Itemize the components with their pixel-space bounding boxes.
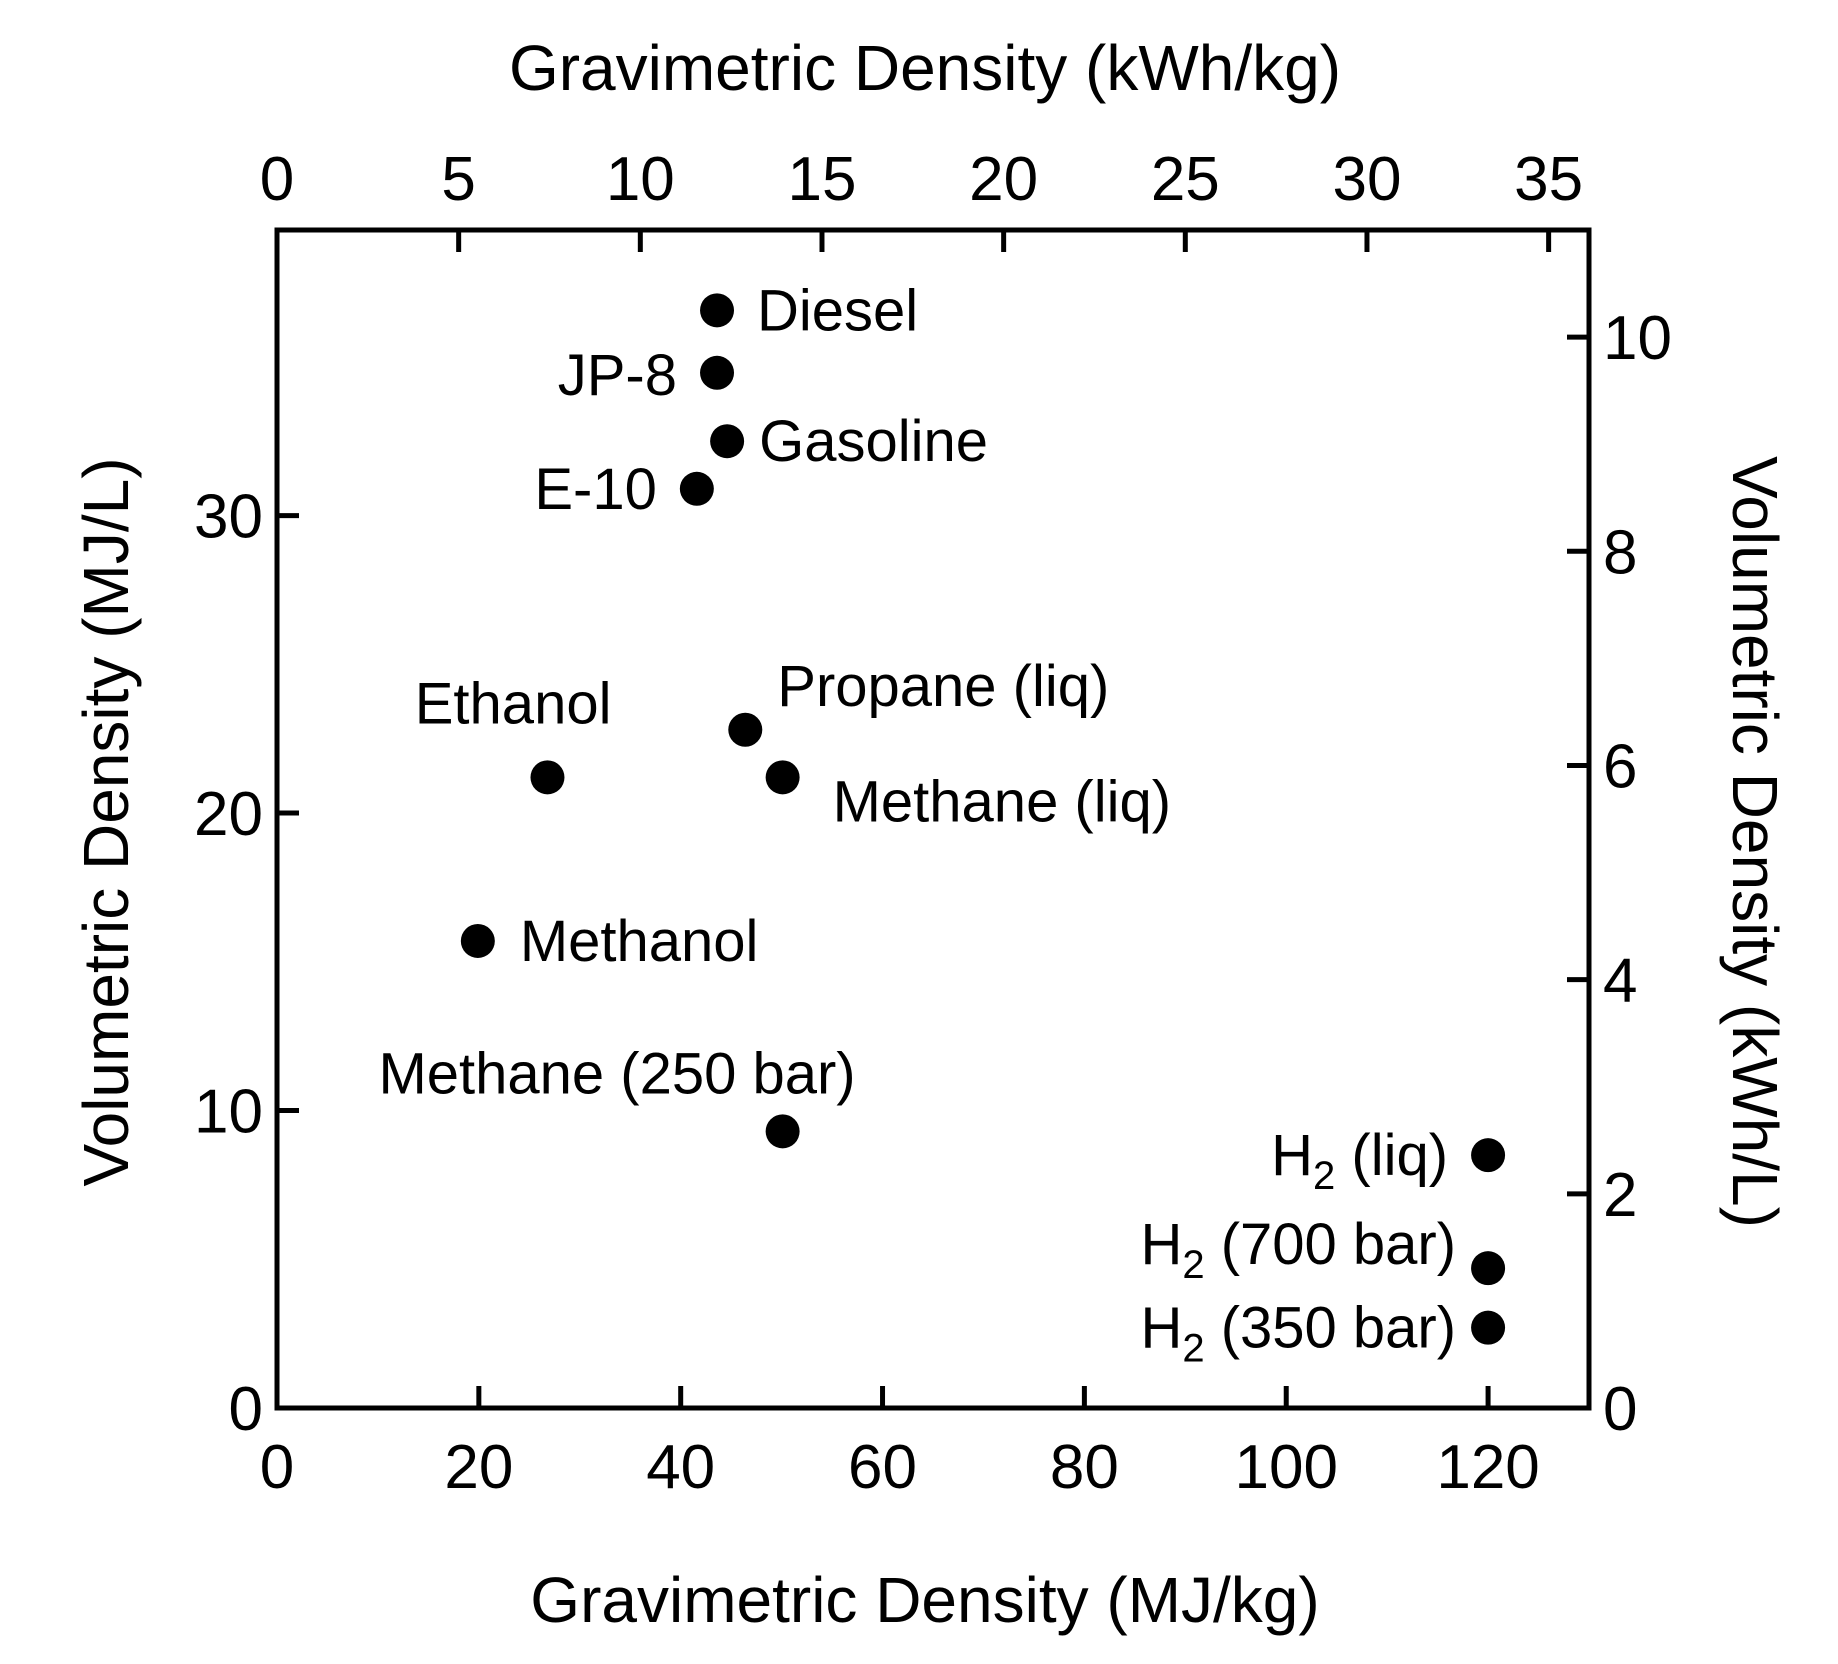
point-label-main: H <box>1140 1212 1182 1277</box>
y2-tick-label: 4 <box>1603 947 1637 1016</box>
y2-tick-label: 10 <box>1603 304 1672 373</box>
point-label-rest: (liq) <box>1335 1123 1448 1188</box>
point-label: Diesel <box>757 278 918 343</box>
data-point <box>728 712 763 747</box>
x2-tick-label: 10 <box>606 145 675 214</box>
x2-tick-label: 0 <box>260 145 294 214</box>
point-label: H2 (350 bar) <box>1140 1296 1456 1371</box>
point-label: JP-8 <box>558 343 677 408</box>
point-label-rest: (350 bar) <box>1205 1296 1456 1361</box>
data-point <box>710 424 745 459</box>
data-point <box>765 1114 800 1149</box>
data-point <box>700 293 735 328</box>
point-label: Propane (liq) <box>777 654 1109 719</box>
data-point <box>765 760 800 795</box>
x2-tick-label: 15 <box>788 145 857 214</box>
x-tick-label: 60 <box>848 1433 917 1502</box>
y2-axis-title: Volumetric Density (kWh/L) <box>1719 456 1791 1228</box>
y2-tick-label: 0 <box>1603 1375 1637 1444</box>
point-label-subscript: 2 <box>1182 1243 1204 1287</box>
data-point <box>1471 1138 1506 1173</box>
x2-tick-label: 20 <box>969 145 1038 214</box>
y-tick-label: 30 <box>194 483 263 552</box>
x2-tick-label: 30 <box>1332 145 1401 214</box>
point-label: Methane (liq) <box>833 769 1171 834</box>
x-tick-label: 80 <box>1050 1433 1119 1502</box>
x2-axis-title: Gravimetric Density (kWh/kg) <box>509 32 1341 104</box>
point-label-main: H <box>1140 1296 1182 1361</box>
point-label: Methane (250 bar) <box>378 1041 855 1106</box>
point-label-rest: (700 bar) <box>1205 1212 1456 1277</box>
point-label: H2 (liq) <box>1271 1123 1448 1198</box>
data-point <box>679 471 714 506</box>
y2-tick-label: 8 <box>1603 518 1637 587</box>
x2-tick-label: 35 <box>1514 145 1583 214</box>
x-tick-label: 40 <box>646 1433 715 1502</box>
plot-frame <box>274 227 1592 1411</box>
x-axis-title: Gravimetric Density (MJ/kg) <box>530 1564 1319 1636</box>
data-points: Diesel JP-8 Gasoline E-10 Ethanol Propane (li… <box>378 278 1506 1371</box>
point-label-main: H <box>1271 1123 1313 1188</box>
point-label: H2 (700 bar) <box>1140 1212 1456 1287</box>
point-label: Ethanol <box>415 671 612 736</box>
x-tick-label: 0 <box>260 1433 294 1502</box>
data-point <box>530 760 565 795</box>
data-point <box>460 923 495 958</box>
y-tick-label: 20 <box>194 780 263 849</box>
x2-tick-label: 25 <box>1151 145 1220 214</box>
x-tick-label: 120 <box>1436 1433 1539 1502</box>
x-tick-label: 100 <box>1235 1433 1338 1502</box>
point-label: Gasoline <box>759 409 988 474</box>
point-label: Methanol <box>520 909 759 974</box>
data-point <box>700 355 735 390</box>
point-label-subscript: 2 <box>1313 1154 1335 1198</box>
x2-tick-label: 5 <box>441 145 475 214</box>
x-tick-label: 20 <box>444 1433 513 1502</box>
y2-tick-label: 2 <box>1603 1161 1637 1230</box>
y2-tick-label: 6 <box>1603 732 1637 801</box>
axis-ticks: 0 20 40 60 80 100 120 0 5 10 15 20 25 30 35 0 10 20 30 0 2 4 6… <box>194 145 1672 1502</box>
y-axis-title: Volumetric Density (MJ/L) <box>70 457 142 1186</box>
data-point <box>1471 1251 1506 1286</box>
y-tick-label: 0 <box>229 1375 263 1444</box>
data-point <box>1471 1310 1506 1345</box>
point-label-subscript: 2 <box>1182 1327 1204 1371</box>
point-label: E-10 <box>534 457 657 522</box>
y-tick-label: 10 <box>194 1078 263 1147</box>
